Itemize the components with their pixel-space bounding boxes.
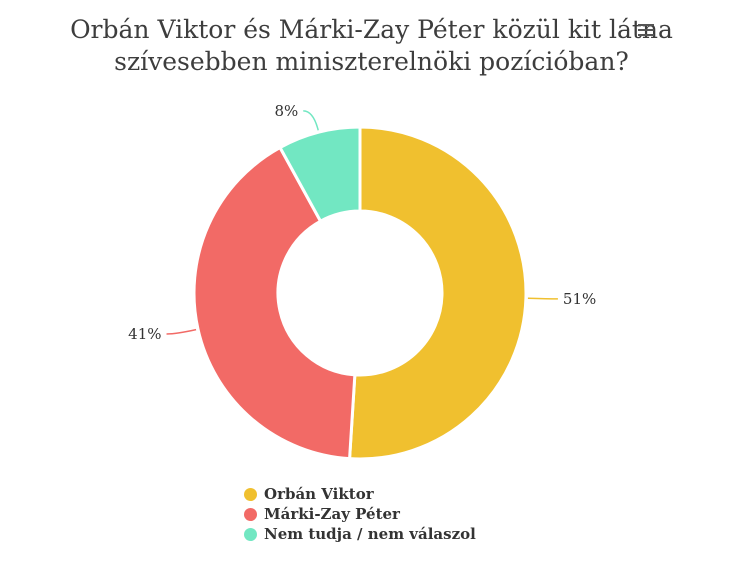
- chart-title-line-1: Orbán Viktor és Márki-Zay Péter közül ki…: [70, 15, 673, 44]
- legend-swatch: [244, 487, 257, 501]
- slice-orban-viktor[interactable]: [347, 125, 528, 461]
- data-label-marki-zay-peter: 41%: [128, 325, 161, 343]
- menu-icon-bar: [638, 24, 654, 26]
- slice-nem-tudja-nem-valaszol[interactable]: [277, 125, 362, 224]
- chart-legend: Orbán Viktor Márki-Zay Péter Nem tudja / n…: [244, 484, 476, 544]
- leader-line-nem-tudja-nem-valaszol: [303, 110, 319, 131]
- legend-label: Márki-Zay Péter: [264, 505, 400, 523]
- data-label-nem-tudja-nem-valaszol: 8%: [274, 102, 298, 120]
- leader-line-orban-viktor: [527, 297, 558, 300]
- chart-title: Orbán Viktor és Márki-Zay Péter közül ki…: [0, 14, 743, 78]
- menu-icon-bar: [638, 29, 654, 31]
- legend-item-nem-tudja-nem-valaszol[interactable]: Nem tudja / nem válaszol: [244, 524, 476, 544]
- donut-chart: 51% 41% 8%: [128, 102, 596, 461]
- legend-item-orban-viktor[interactable]: Orbán Viktor: [244, 484, 476, 504]
- hamburger-menu-icon[interactable]: [638, 24, 656, 38]
- legend-swatch: [244, 527, 257, 541]
- leader-line-marki-zay-peter: [166, 328, 197, 335]
- legend-swatch: [244, 507, 257, 521]
- data-label-orban-viktor: 51%: [563, 290, 596, 308]
- menu-icon-bar: [638, 34, 654, 36]
- legend-label: Nem tudja / nem válaszol: [264, 525, 476, 543]
- chart-title-line-2: szívesebben miniszterelnöki pozícióban?: [114, 47, 629, 76]
- slice-marki-zay-peter[interactable]: [192, 145, 357, 461]
- legend-item-marki-zay-peter[interactable]: Márki-Zay Péter: [244, 504, 476, 524]
- legend-label: Orbán Viktor: [264, 485, 374, 503]
